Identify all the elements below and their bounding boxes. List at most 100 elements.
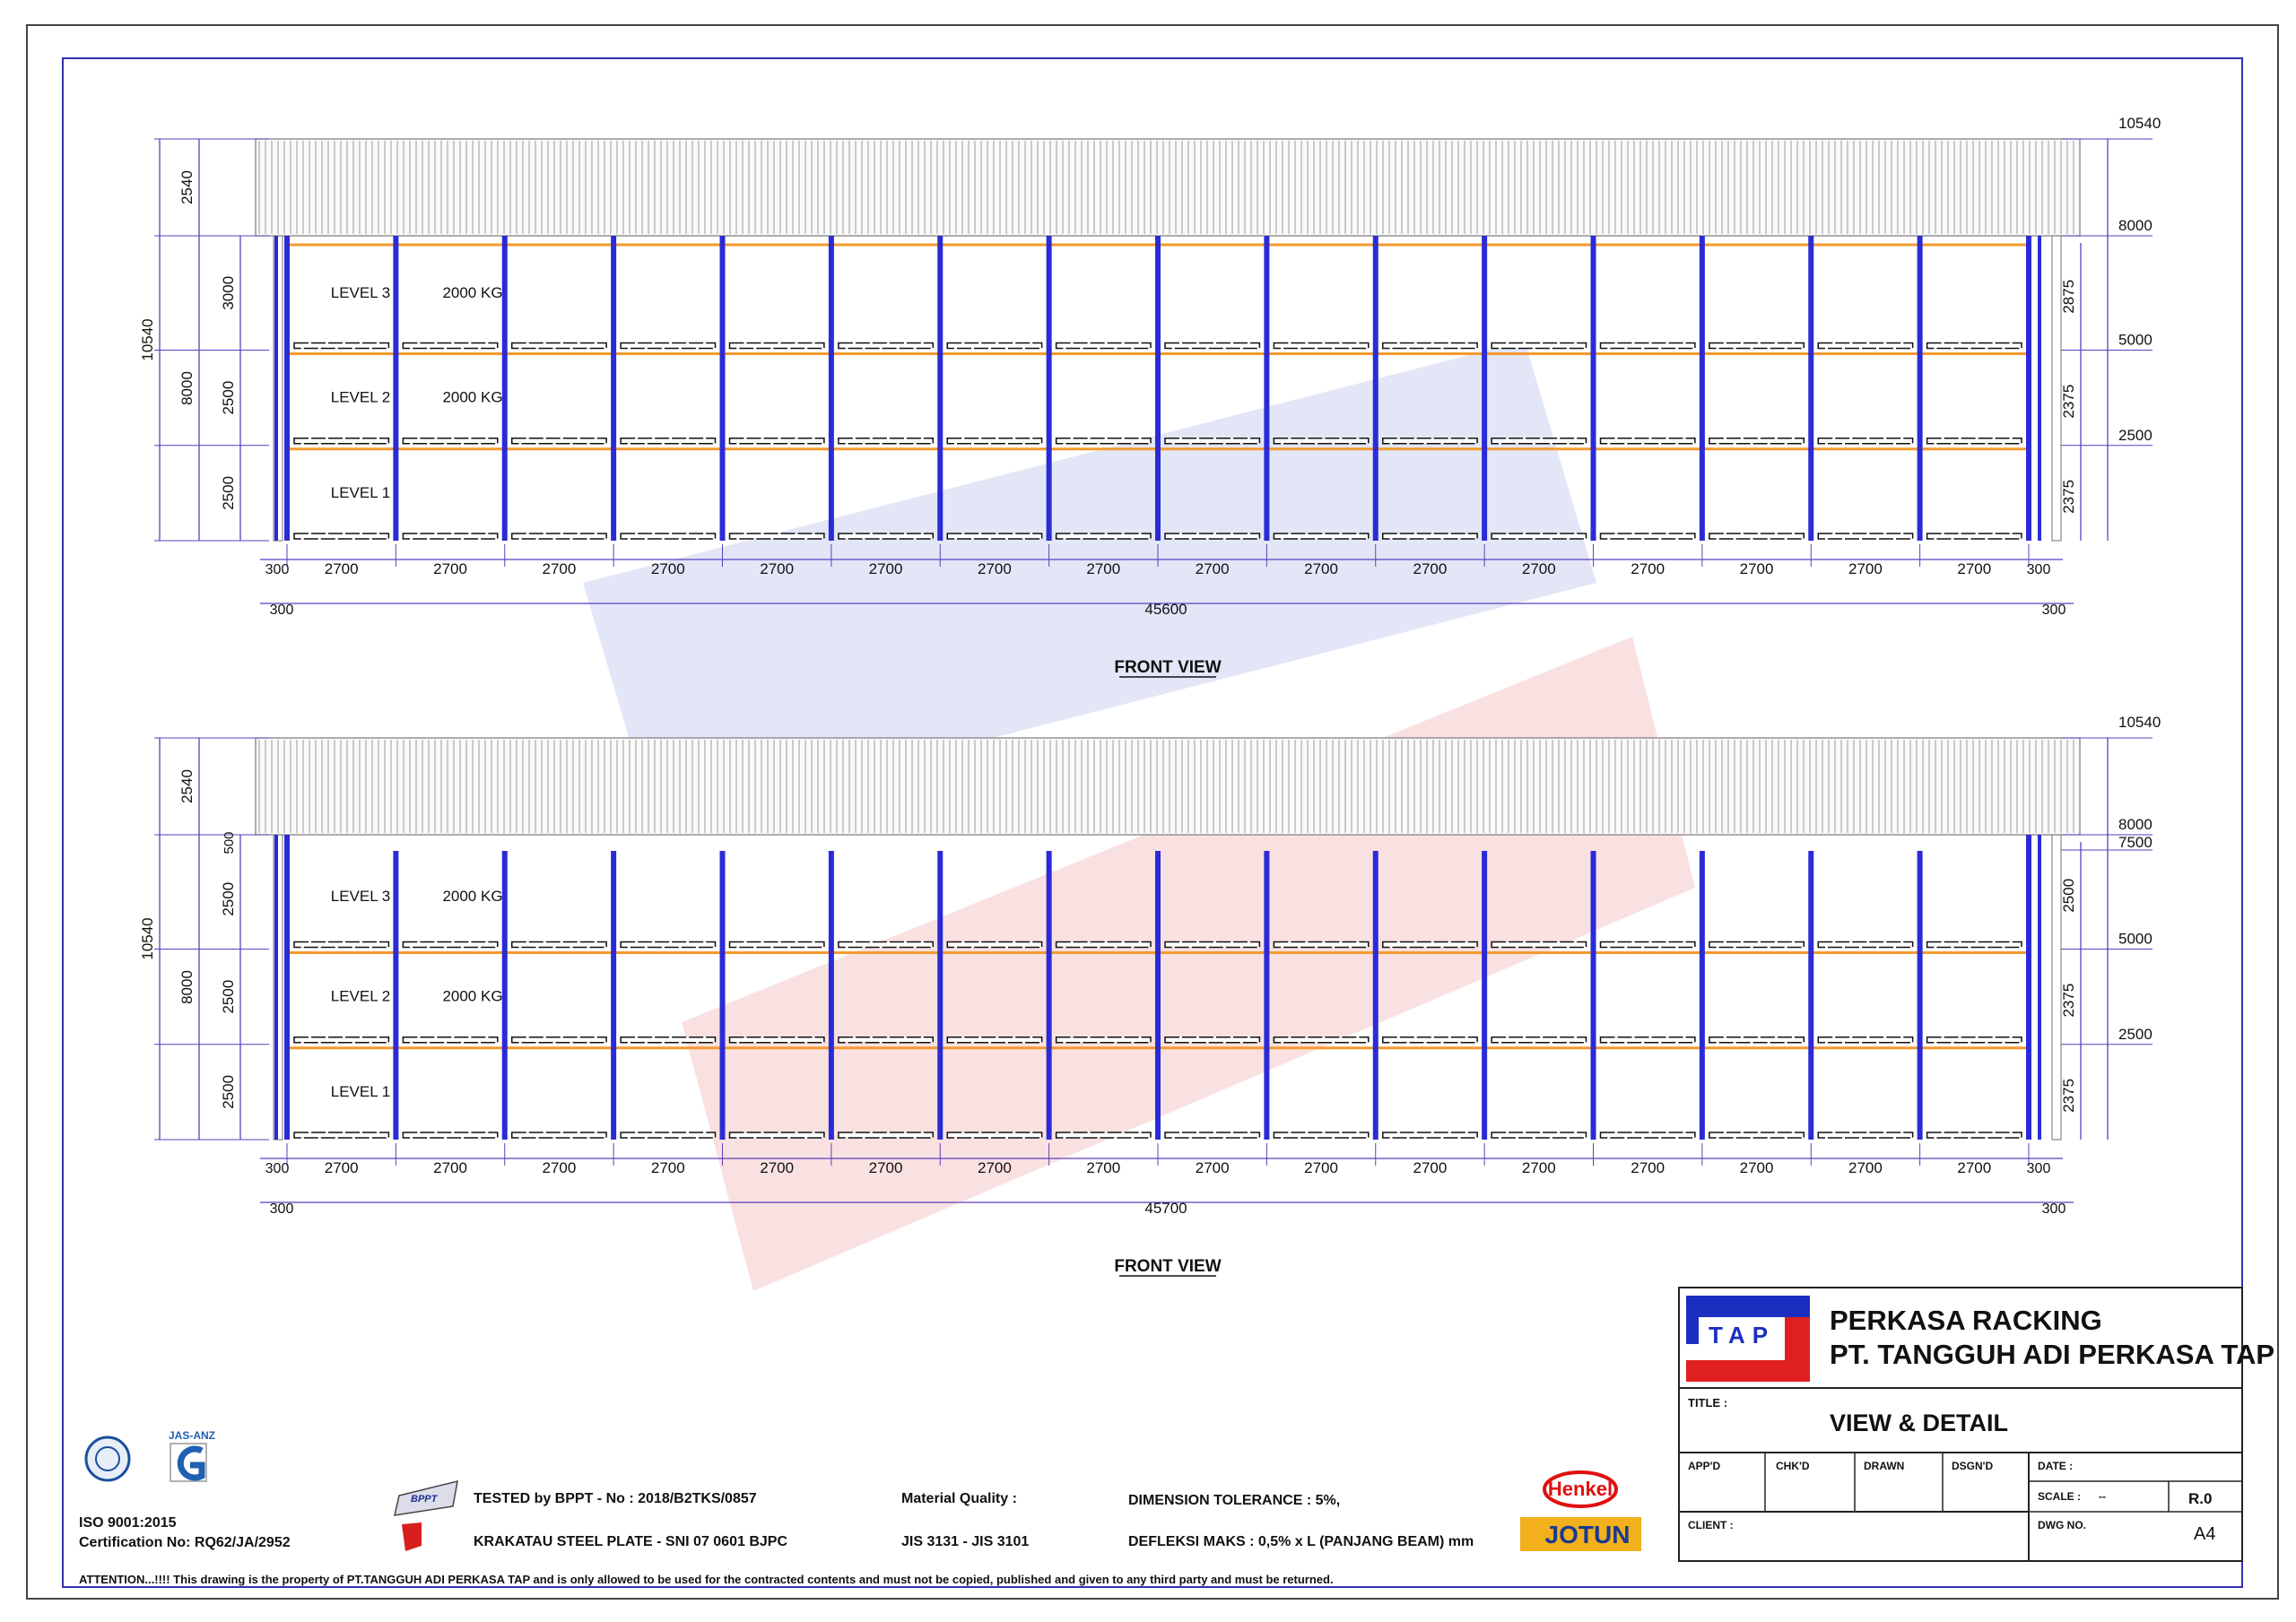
pallet	[293, 1037, 390, 1044]
pallet	[620, 941, 717, 949]
bay-width-label: 2700	[433, 1159, 467, 1176]
pallet	[728, 1132, 825, 1139]
pallet	[1382, 533, 1478, 540]
bay-width-label: 2700	[1631, 560, 1665, 577]
bay-width-label: 2700	[1304, 560, 1338, 577]
bay-width-label: 2700	[1196, 1159, 1230, 1176]
pallet	[293, 941, 390, 949]
dim-level1: 2500	[220, 476, 237, 510]
roof-corrugation	[258, 740, 2074, 833]
bay-width-label: 2700	[1957, 1159, 1991, 1176]
bppt-logo-text: BPPT	[411, 1494, 439, 1505]
end-frame	[274, 236, 278, 541]
right-wall	[2051, 834, 2062, 1141]
pallet	[1055, 533, 1152, 540]
scale-value: --	[2099, 1490, 2106, 1503]
upright	[1155, 236, 1161, 541]
bay-width-label: 2700	[543, 1159, 577, 1176]
pallet	[1491, 438, 1587, 445]
bay-width-label: 2700	[1848, 560, 1883, 577]
pallet	[1926, 438, 2022, 445]
company-full-name: PT. TANGGUH ADI PERKASA TAP	[1830, 1339, 2275, 1370]
elevation-label: 5000	[2118, 332, 2152, 349]
pallet	[1817, 438, 1914, 445]
clearance-label: 2375	[2060, 1079, 2077, 1113]
bppt-logo-icon	[394, 1479, 458, 1516]
roof-corrugation	[258, 141, 2074, 234]
roof-sheeting	[255, 737, 2081, 836]
bay-width-label: 2700	[1522, 1159, 1556, 1176]
upright	[611, 851, 617, 1140]
steel-plate: KRAKATAU STEEL PLATE - SNI 07 0601 BJPC	[474, 1534, 787, 1549]
pallet	[1709, 438, 1805, 445]
pallet	[1382, 342, 1478, 350]
pallet	[1817, 342, 1914, 350]
pallet	[1926, 941, 2022, 949]
jas-anz-label: JAS-ANZ	[169, 1429, 216, 1442]
pallet	[838, 1132, 934, 1139]
pallet	[620, 1132, 717, 1139]
pallet	[511, 533, 607, 540]
drawing-title: VIEW & DETAIL	[1830, 1409, 2008, 1436]
end-frame	[2038, 236, 2041, 541]
pallet	[838, 533, 934, 540]
pallet	[728, 1037, 825, 1044]
dim-level2: 2500	[220, 980, 237, 1014]
krakatau-steel-icon	[402, 1522, 422, 1551]
elevation-label: 8000	[2118, 217, 2152, 234]
drawn-label: DRAWN	[1864, 1460, 1905, 1472]
material-quality-value: JIS 3131 - JIS 3101	[901, 1534, 1030, 1549]
upright	[1699, 851, 1705, 1140]
pallet	[1926, 533, 2022, 540]
upright	[501, 236, 508, 541]
front-view-1: LEVEL 3 2000 KG LEVEL 2 2000 KG LEVEL 1 10540…	[139, 115, 2161, 678]
upright	[1264, 236, 1270, 541]
pallet	[1817, 1132, 1914, 1139]
pallet	[728, 438, 825, 445]
bay-width-label: 2700	[325, 560, 359, 577]
pallet	[946, 342, 1043, 350]
pallet	[946, 438, 1043, 445]
pallet	[728, 342, 825, 350]
upright	[2026, 236, 2031, 541]
upright	[284, 835, 290, 1140]
pallet	[1599, 1037, 1696, 1044]
elevation-label-extra: 7500	[2118, 834, 2152, 851]
elevation-label: 8000	[2118, 816, 2152, 833]
upright	[501, 851, 508, 1140]
pallet	[838, 438, 934, 445]
iso-standard: ISO 9001:2015	[79, 1515, 177, 1531]
bay-width-label: 2700	[1196, 560, 1230, 577]
pallet	[946, 533, 1043, 540]
dim-level1: 2500	[220, 1075, 237, 1109]
pallet	[1599, 438, 1696, 445]
upright	[611, 236, 617, 541]
clearance-label: 2375	[2060, 984, 2077, 1018]
pallet	[402, 438, 499, 445]
appd-label: APP'D	[1688, 1460, 1721, 1472]
chkd-label: CHK'D	[1776, 1460, 1810, 1472]
dsgnd-label: DSGN'D	[1952, 1460, 1994, 1472]
upright	[2026, 835, 2031, 1140]
level-label: LEVEL 3	[331, 888, 390, 905]
pallet	[1491, 342, 1587, 350]
end-gap-right: 300	[2027, 1161, 2051, 1176]
max-deflection: DEFLEKSI MAKS : 0,5% x L (PANJANG BEAM) …	[1128, 1534, 1474, 1549]
pallet	[620, 342, 717, 350]
load-label: 2000 KG	[442, 988, 502, 1005]
dim-top-offset: 500	[222, 831, 237, 854]
view-title: FRONT VIEW	[1114, 1257, 1221, 1276]
overall-gap-right: 300	[2042, 603, 2066, 618]
overall-gap-right: 300	[2042, 1201, 2066, 1217]
pallet	[1055, 1037, 1152, 1044]
upright	[1264, 851, 1270, 1140]
upright	[1590, 851, 1596, 1140]
pallet	[1382, 438, 1478, 445]
pallet	[511, 342, 607, 350]
jotun-logo-text: JOTUN	[1545, 1521, 1631, 1548]
bay-width-label: 2700	[978, 560, 1012, 577]
attention-notice: ATTENTION...!!!! This drawing is the pro…	[79, 1573, 1334, 1586]
pallet	[1055, 342, 1152, 350]
henkel-logo-icon	[1543, 1470, 1618, 1508]
pallet	[1055, 941, 1152, 949]
